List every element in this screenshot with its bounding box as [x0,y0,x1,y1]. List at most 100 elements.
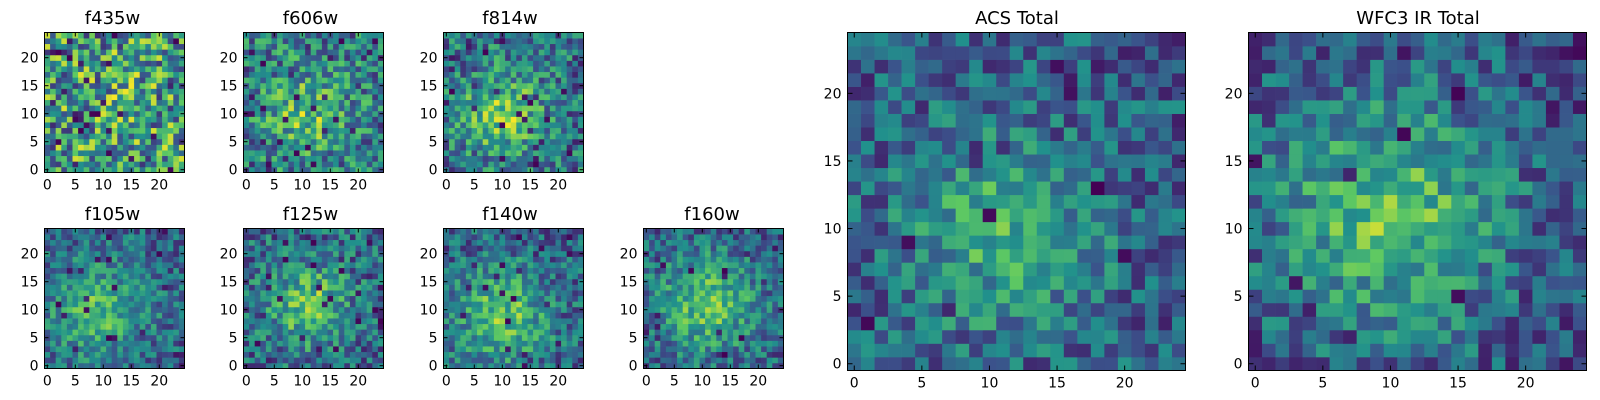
heatmap-cell [265,318,272,325]
heatmap-cell [465,250,472,257]
heatmap-cell [310,239,317,246]
x-tick-label: 20 [349,178,367,194]
heatmap-cell [682,340,689,347]
heatmap-cell [366,351,373,358]
heatmap-cell [100,150,107,157]
heatmap-cell [577,245,584,252]
heatmap-cell [493,278,500,285]
heatmap-cell [488,122,495,129]
heatmap-cell [443,329,450,336]
heatmap-cell [493,133,500,140]
heatmap-cell [449,49,456,56]
heatmap-cell [288,127,295,134]
heatmap-cell [111,295,118,302]
heatmap-cell [465,127,472,134]
heatmap-cell [549,284,556,291]
heatmap-cell [510,127,517,134]
heatmap-cell [1077,343,1092,358]
heatmap-cell [665,239,672,246]
heatmap-cell [1171,275,1186,290]
heatmap-cell [521,49,528,56]
heatmap-cell [83,273,90,280]
plot-frame [643,228,784,369]
heatmap-cell [277,295,284,302]
heatmap-cell [549,138,556,145]
heatmap-cell [78,77,85,84]
heatmap-cell [139,250,146,257]
heatmap-cell [449,278,456,285]
heatmap-cell [333,256,340,263]
heatmap-cell [488,362,495,369]
heatmap-cell [344,155,351,162]
heatmap-cell [527,239,534,246]
heatmap-cell [344,262,351,269]
heatmap-cell [134,77,141,84]
heatmap-cell [477,228,484,235]
heatmap-cell [167,228,174,235]
x-tick-label: 0 [43,178,52,194]
heatmap-cell [316,150,323,157]
heatmap-cell [716,278,723,285]
heatmap-cell [66,138,73,145]
heatmap-cell [288,306,295,313]
heatmap-cell [167,94,174,101]
heatmap-cell [499,138,506,145]
heatmap-cell [366,43,373,50]
heatmap-cell [50,60,57,67]
heatmap-cell [122,284,129,291]
heatmap-cell [44,239,51,246]
heatmap-cell [271,110,278,117]
heatmap-cell [134,116,141,123]
heatmap-cell [521,323,528,330]
heatmap-cell [572,99,579,106]
heatmap-cell [527,38,534,45]
heatmap-cell [705,340,712,347]
heatmap-cell [89,94,96,101]
heatmap-cell [111,82,118,89]
heatmap-cell [942,329,957,344]
heatmap-cell [310,38,317,45]
heatmap-cell [321,295,328,302]
y-tick-label: 5 [30,331,39,347]
heatmap-cell [316,362,323,369]
heatmap-cell [572,127,579,134]
heatmap-cell [72,150,79,157]
heatmap-cell [338,301,345,308]
heatmap-cell [355,312,362,319]
heatmap-cell [293,239,300,246]
heatmap-cell [482,362,489,369]
heatmap-cell [733,306,740,313]
heatmap-cell [699,267,706,274]
heatmap-cell [928,181,943,196]
heatmap-cell [688,262,695,269]
heatmap-cell [89,284,96,291]
heatmap-cell [566,77,573,84]
heatmap-cell [682,250,689,257]
heatmap-cell [61,77,68,84]
heatmap-cell [465,150,472,157]
heatmap-cell [1063,248,1078,263]
heatmap-cell [454,273,461,280]
heatmap-cell [305,94,312,101]
heatmap-cell [510,66,517,73]
heatmap-cell [139,306,146,313]
heatmap-cell [443,301,450,308]
heatmap-cell [460,116,467,123]
heatmap-cell [243,329,250,336]
heatmap-cell [117,116,124,123]
heatmap-cell [117,273,124,280]
heatmap-cell [44,144,51,151]
heatmap-cell [260,362,267,369]
heatmap-cell [260,88,267,95]
heatmap-cell [649,323,656,330]
heatmap-cell [460,166,467,173]
heatmap-cell [293,133,300,140]
heatmap-cell [178,116,185,123]
heatmap-cell [366,301,373,308]
heatmap-cell [1158,302,1173,317]
heatmap-cell [94,99,101,106]
heatmap-cell [766,228,773,235]
heatmap-cell [162,38,169,45]
heatmap-cell [493,161,500,168]
heatmap-cell [271,82,278,89]
